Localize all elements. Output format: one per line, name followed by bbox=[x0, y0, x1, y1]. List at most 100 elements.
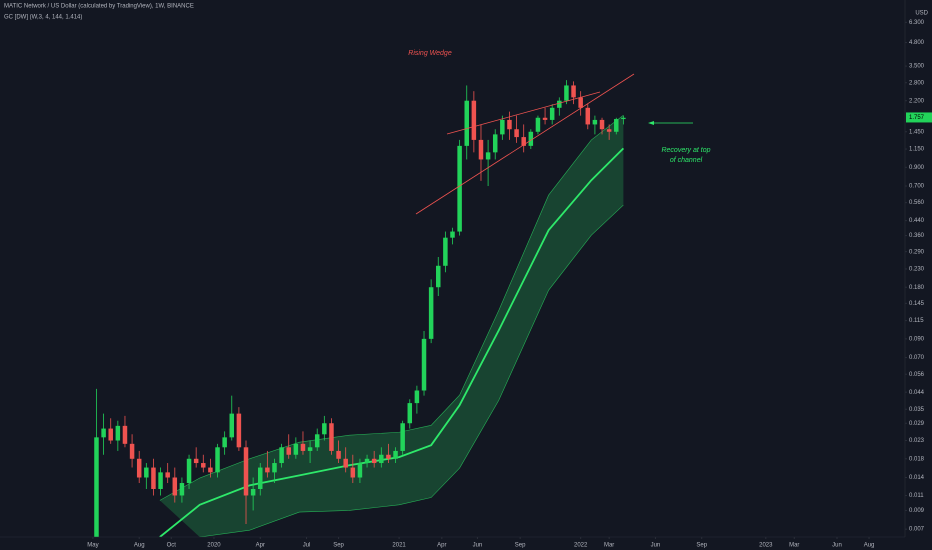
candle-body bbox=[250, 488, 256, 496]
candle-body bbox=[421, 338, 427, 391]
y-tick-label: 4.800 bbox=[909, 40, 925, 46]
candle-body bbox=[193, 458, 199, 464]
candle-body bbox=[208, 467, 213, 473]
annotation: Rising Wedge bbox=[408, 50, 452, 57]
x-tick-label: 2021 bbox=[392, 543, 406, 549]
candle-body bbox=[136, 458, 142, 478]
candle-body bbox=[357, 463, 363, 478]
candle-body bbox=[293, 443, 299, 455]
candle-body bbox=[571, 85, 576, 98]
candle-body bbox=[614, 119, 619, 132]
plot-area bbox=[94, 80, 626, 537]
candle-body bbox=[478, 139, 484, 160]
annotation: of channel bbox=[670, 157, 703, 164]
candle-body bbox=[549, 107, 555, 120]
y-tick-label: 0.007 bbox=[909, 527, 925, 533]
candle-body bbox=[414, 390, 420, 404]
candle-body bbox=[592, 119, 598, 125]
candle-body bbox=[535, 117, 541, 132]
candle-body bbox=[94, 437, 99, 537]
y-tick-label: 0.070 bbox=[909, 355, 925, 361]
candle-body bbox=[364, 458, 370, 464]
candle-body bbox=[279, 447, 284, 464]
y-tick-label: 1.150 bbox=[909, 147, 925, 153]
candle-body bbox=[186, 458, 192, 484]
y-tick-label: 3.500 bbox=[909, 64, 925, 70]
candle-body bbox=[307, 447, 313, 451]
candle-body bbox=[272, 463, 277, 473]
y-tick-label: 0.029 bbox=[909, 421, 925, 427]
x-tick-label: Aug bbox=[864, 543, 875, 549]
candle-body bbox=[557, 100, 562, 108]
candle-body bbox=[158, 472, 163, 489]
candle-body bbox=[471, 100, 477, 140]
candle-body bbox=[599, 119, 605, 130]
candle-body bbox=[336, 450, 341, 459]
x-tick-label: Jul bbox=[303, 543, 311, 549]
candle-body bbox=[115, 425, 121, 441]
candle-body bbox=[500, 119, 505, 135]
candle-body bbox=[464, 100, 469, 146]
candle-body bbox=[343, 458, 348, 468]
candle-body bbox=[329, 423, 334, 451]
candle-body bbox=[201, 463, 206, 468]
x-tick-label: Jun bbox=[832, 543, 842, 549]
y-tick-label: 0.014 bbox=[909, 475, 925, 481]
channel-middle-line bbox=[159, 147, 625, 537]
candle-body bbox=[450, 231, 455, 238]
currency-label: USD bbox=[915, 11, 928, 17]
wedge-support-line bbox=[415, 73, 635, 215]
channel-upper-line bbox=[159, 115, 624, 501]
candle-body bbox=[542, 117, 548, 120]
x-tick-label: Sep bbox=[333, 543, 344, 549]
candle-body bbox=[179, 483, 185, 496]
symbol-title: MATIC Network / US Dollar (calculated by… bbox=[4, 4, 194, 10]
candle-body bbox=[606, 129, 612, 132]
candle-body bbox=[521, 137, 526, 146]
y-tick-label: 1.450 bbox=[909, 129, 925, 135]
candle-body bbox=[165, 472, 170, 478]
x-tick-label: Jun bbox=[473, 543, 483, 549]
x-tick-label: Mar bbox=[604, 543, 614, 549]
candle-body bbox=[443, 237, 448, 266]
annotation: Recovery at top bbox=[661, 147, 710, 154]
candle-body bbox=[386, 454, 391, 459]
x-tick-label: Mar bbox=[789, 543, 799, 549]
x-tick-label: Oct bbox=[167, 543, 177, 549]
candle-body bbox=[265, 467, 270, 473]
candle-body bbox=[108, 428, 113, 441]
candle-body bbox=[428, 287, 434, 339]
candle-body bbox=[564, 85, 569, 101]
y-tick-label: 0.090 bbox=[909, 336, 925, 342]
y-tick-label: 0.440 bbox=[909, 218, 925, 224]
x-tick-label: 2023 bbox=[759, 543, 773, 549]
candle-body bbox=[436, 265, 441, 288]
y-tick-label: 0.011 bbox=[909, 493, 924, 499]
y-tick-label: 2.800 bbox=[909, 80, 925, 86]
candle-body bbox=[122, 425, 128, 444]
candle-body bbox=[400, 423, 405, 451]
y-tick-label: 6.300 bbox=[909, 20, 925, 26]
candle-body bbox=[485, 152, 491, 160]
candle-body bbox=[457, 145, 462, 232]
x-tick-label: Apr bbox=[256, 543, 265, 549]
x-tick-label: Sep bbox=[696, 543, 707, 549]
wedge-resistance-line bbox=[446, 91, 601, 135]
x-tick-label: May bbox=[87, 543, 98, 549]
candle-body bbox=[222, 437, 227, 448]
candle-body bbox=[528, 131, 534, 146]
candle-body bbox=[314, 434, 320, 448]
candle-body bbox=[492, 134, 498, 153]
y-tick-label: 0.360 bbox=[909, 233, 925, 239]
channel-lower-line bbox=[199, 204, 624, 537]
candle-body bbox=[243, 447, 249, 496]
candle-body bbox=[578, 97, 583, 108]
y-tick-label: 0.009 bbox=[909, 508, 925, 514]
x-tick-label: Aug bbox=[134, 543, 145, 549]
candle-body bbox=[151, 467, 156, 489]
candle-body bbox=[257, 467, 263, 489]
candle-body bbox=[172, 477, 178, 496]
candle-body bbox=[407, 403, 413, 424]
